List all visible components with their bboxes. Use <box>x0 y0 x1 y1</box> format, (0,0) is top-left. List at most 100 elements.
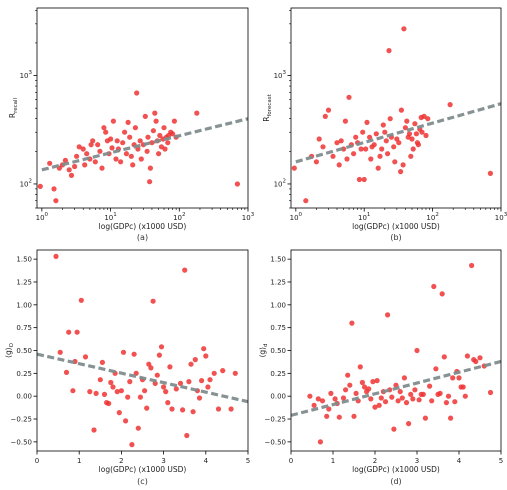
trend-line <box>295 102 501 164</box>
data-point <box>414 347 420 354</box>
y-tick-label: −0.25 <box>11 416 32 424</box>
data-point <box>431 283 437 290</box>
data-point <box>92 159 98 165</box>
data-point <box>68 172 75 178</box>
data-point <box>88 142 94 148</box>
data-point <box>358 146 364 152</box>
data-point <box>383 138 389 144</box>
data-point <box>340 395 347 401</box>
data-point <box>215 406 222 412</box>
data-point <box>370 379 376 385</box>
data-point <box>53 253 59 259</box>
y-axis-label-subscript: d <box>263 343 269 347</box>
y-axis-label: Rrecall <box>8 97 19 118</box>
data-point <box>397 389 403 395</box>
x-tick-label: 1 <box>331 457 335 465</box>
data-point <box>332 396 338 402</box>
panel-c: 0 1 2 3 4 5 −0.50 −0.25 0.00 0.25 0.50 0.75 1.00 1.25… <box>4 249 250 486</box>
data-point <box>406 131 413 137</box>
y-tick-label: −0.50 <box>11 438 32 446</box>
data-point <box>291 165 297 171</box>
data-point <box>429 398 435 404</box>
data-point <box>108 379 114 386</box>
panel-a: 100 101 102 103 102 103 log(GDPc) (x1000 USD) R… <box>8 7 255 242</box>
data-point <box>477 355 483 361</box>
x-tick-label: 102 <box>173 212 185 222</box>
data-point <box>367 134 373 140</box>
data-point <box>396 140 402 146</box>
data-point <box>359 379 365 386</box>
data-point <box>346 94 352 100</box>
data-point <box>441 354 447 360</box>
data-point <box>443 400 449 406</box>
data-point <box>134 90 140 96</box>
x-tick-label: 100 <box>290 212 303 222</box>
data-point <box>153 118 159 124</box>
data-point <box>110 384 116 390</box>
data-point <box>156 151 162 157</box>
data-point <box>203 353 209 359</box>
x-tick-label: 100 <box>36 212 49 222</box>
data-point <box>336 162 342 168</box>
data-point <box>376 402 382 408</box>
data-point <box>487 170 493 176</box>
data-point <box>364 119 370 125</box>
data-point <box>303 198 309 204</box>
plot-frame <box>36 249 249 452</box>
data-point <box>82 162 88 168</box>
data-point <box>201 346 207 352</box>
data-point <box>170 131 176 137</box>
data-point <box>182 267 188 273</box>
y-tick-label: 0.75 <box>16 324 32 332</box>
y-axis-label: ⟨g⟩d <box>258 343 269 357</box>
data-point <box>169 406 175 412</box>
trend-line <box>37 352 248 404</box>
data-point <box>345 372 351 378</box>
data-point <box>336 414 342 420</box>
y-tick-label: 0.00 <box>16 393 32 401</box>
y-tick-label: 103 <box>274 70 287 80</box>
data-point <box>138 156 144 162</box>
scatter-points <box>37 90 240 204</box>
y-tick-label: 1.50 <box>16 256 32 264</box>
y-tick-label: 1.25 <box>270 278 286 286</box>
data-point <box>460 384 466 390</box>
x-tick-label: 103 <box>495 212 507 222</box>
data-point <box>349 320 355 326</box>
data-point <box>122 129 128 135</box>
data-point <box>114 138 120 144</box>
y-tick-label: 103 <box>20 70 33 80</box>
data-point <box>142 388 148 394</box>
data-point <box>391 144 397 150</box>
data-point <box>320 144 326 150</box>
panel-b: 100 101 102 103 102 103 log(GDPc) (x1000 USD) R… <box>262 7 507 242</box>
data-point <box>400 162 406 168</box>
data-point <box>150 128 156 134</box>
data-point <box>403 400 410 406</box>
data-point <box>103 129 109 135</box>
data-point <box>382 129 388 135</box>
data-point <box>311 402 317 408</box>
data-point <box>398 169 404 175</box>
data-point <box>368 396 374 402</box>
data-point <box>351 151 357 157</box>
y-axis-label-subscript: recall <box>13 97 19 112</box>
data-point <box>316 136 322 142</box>
data-point <box>93 390 99 396</box>
data-point <box>167 364 173 370</box>
data-point <box>123 151 129 157</box>
data-point <box>125 119 131 125</box>
data-point <box>120 349 127 355</box>
data-point <box>152 110 158 116</box>
data-point <box>144 405 150 411</box>
y-tick-label: 0.50 <box>270 347 286 355</box>
data-point <box>342 118 348 124</box>
y-tick-label: 0.00 <box>270 393 286 401</box>
data-point <box>409 136 415 142</box>
data-point <box>379 146 385 152</box>
data-point <box>439 291 445 297</box>
data-point <box>375 165 381 171</box>
data-point <box>368 156 374 162</box>
data-point <box>101 391 108 397</box>
data-point <box>116 410 122 416</box>
